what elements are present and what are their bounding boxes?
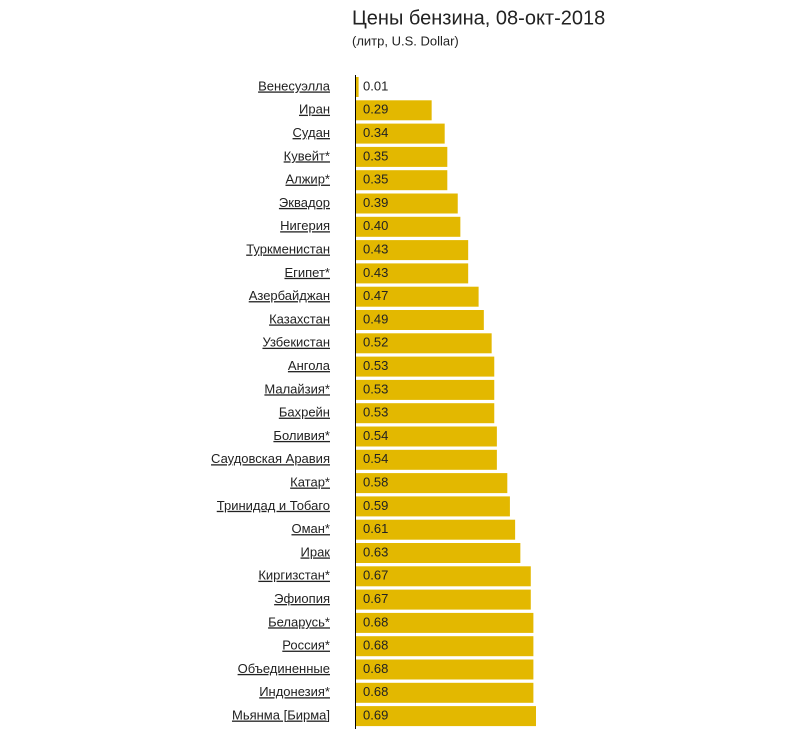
- category-link[interactable]: Азербайджан: [249, 288, 330, 303]
- bar: [356, 589, 531, 610]
- value-label: 0.61: [363, 521, 388, 536]
- bar: [356, 77, 359, 97]
- bar: [356, 123, 445, 144]
- bar: [356, 100, 432, 121]
- bar: [356, 170, 448, 191]
- category-link[interactable]: Венесуэлла: [258, 78, 331, 93]
- value-label: 0.35: [363, 148, 388, 163]
- bar: [356, 193, 458, 214]
- value-label: 0.53: [363, 405, 388, 420]
- category-link[interactable]: Эквадор: [279, 195, 330, 210]
- value-label: 0.53: [363, 381, 388, 396]
- category-link[interactable]: Туркменистан: [246, 242, 330, 257]
- category-link[interactable]: Тринидад и Тобаго: [217, 498, 330, 513]
- bar: [356, 310, 484, 330]
- category-link[interactable]: Судан: [293, 125, 330, 140]
- category-link[interactable]: Алжир*: [285, 172, 330, 187]
- bar: [356, 333, 492, 354]
- bar: [356, 682, 534, 703]
- category-link[interactable]: Объединенные: [238, 661, 330, 676]
- value-label: 0.68: [363, 684, 388, 699]
- bar: [356, 216, 461, 237]
- bar: [356, 240, 469, 261]
- value-label: 0.54: [363, 451, 388, 466]
- value-label: 0.47: [363, 288, 388, 303]
- value-label: 0.43: [363, 265, 388, 280]
- value-label: 0.35: [363, 172, 388, 187]
- category-link[interactable]: Киргизстан*: [258, 568, 330, 583]
- chart-title: Цены бензина, 08-окт-2018: [352, 7, 605, 29]
- category-link[interactable]: Катар*: [290, 475, 330, 490]
- category-link[interactable]: Малайзия*: [264, 381, 330, 396]
- bar: [356, 659, 534, 680]
- value-label: 0.40: [363, 218, 388, 233]
- category-link[interactable]: Оман*: [291, 521, 330, 536]
- category-link[interactable]: Беларусь*: [268, 614, 330, 629]
- category-link[interactable]: Бахрейн: [279, 405, 330, 420]
- category-link[interactable]: Иран: [299, 102, 330, 117]
- value-label: 0.67: [363, 591, 388, 606]
- bar: [356, 356, 495, 377]
- value-label: 0.58: [363, 475, 388, 490]
- value-label: 0.34: [363, 125, 388, 140]
- value-label: 0.39: [363, 195, 388, 210]
- category-link[interactable]: Саудовская Аравия: [211, 451, 330, 466]
- category-link[interactable]: Египет*: [284, 265, 330, 280]
- value-label: 0.29: [363, 102, 388, 117]
- bar: [356, 566, 531, 587]
- bar: [356, 543, 521, 563]
- bar: [356, 426, 497, 447]
- bar: [356, 449, 497, 470]
- value-label: 0.68: [363, 661, 388, 676]
- value-label: 0.68: [363, 638, 388, 653]
- category-link[interactable]: Казахстан: [269, 311, 330, 326]
- bar: [356, 706, 536, 727]
- category-link[interactable]: Ирак: [301, 544, 331, 559]
- bar: [356, 519, 516, 540]
- value-label: 0.67: [363, 568, 388, 583]
- bar: [356, 286, 479, 307]
- category-link[interactable]: Индонезия*: [259, 684, 330, 699]
- value-label: 0.69: [363, 708, 388, 723]
- bar: [356, 146, 448, 167]
- category-link[interactable]: Узбекистан: [262, 335, 330, 350]
- value-label: 0.54: [363, 428, 388, 443]
- category-link[interactable]: Кувейт*: [284, 148, 330, 163]
- bar: [356, 496, 510, 517]
- category-link[interactable]: Нигерия: [280, 218, 330, 233]
- value-label: 0.63: [363, 544, 388, 559]
- bar: [356, 263, 469, 284]
- category-link[interactable]: Россия*: [282, 638, 330, 653]
- value-label: 0.52: [363, 335, 388, 350]
- bar: [356, 636, 534, 657]
- category-link[interactable]: Боливия*: [273, 428, 330, 443]
- bar: [356, 612, 534, 633]
- value-label: 0.49: [363, 311, 388, 326]
- bar: [356, 379, 495, 400]
- value-label: 0.53: [363, 358, 388, 373]
- value-label: 0.68: [363, 614, 388, 629]
- category-link[interactable]: Мьянма [Бирма]: [232, 708, 330, 723]
- value-label: 0.01: [363, 78, 388, 93]
- value-label: 0.43: [363, 242, 388, 257]
- bar: [356, 473, 508, 494]
- category-link[interactable]: Ангола: [288, 358, 331, 373]
- chart-subtitle: (литр, U.S. Dollar): [352, 33, 459, 48]
- bar: [356, 403, 495, 424]
- category-link[interactable]: Эфиопия: [274, 591, 330, 606]
- value-label: 0.59: [363, 498, 388, 513]
